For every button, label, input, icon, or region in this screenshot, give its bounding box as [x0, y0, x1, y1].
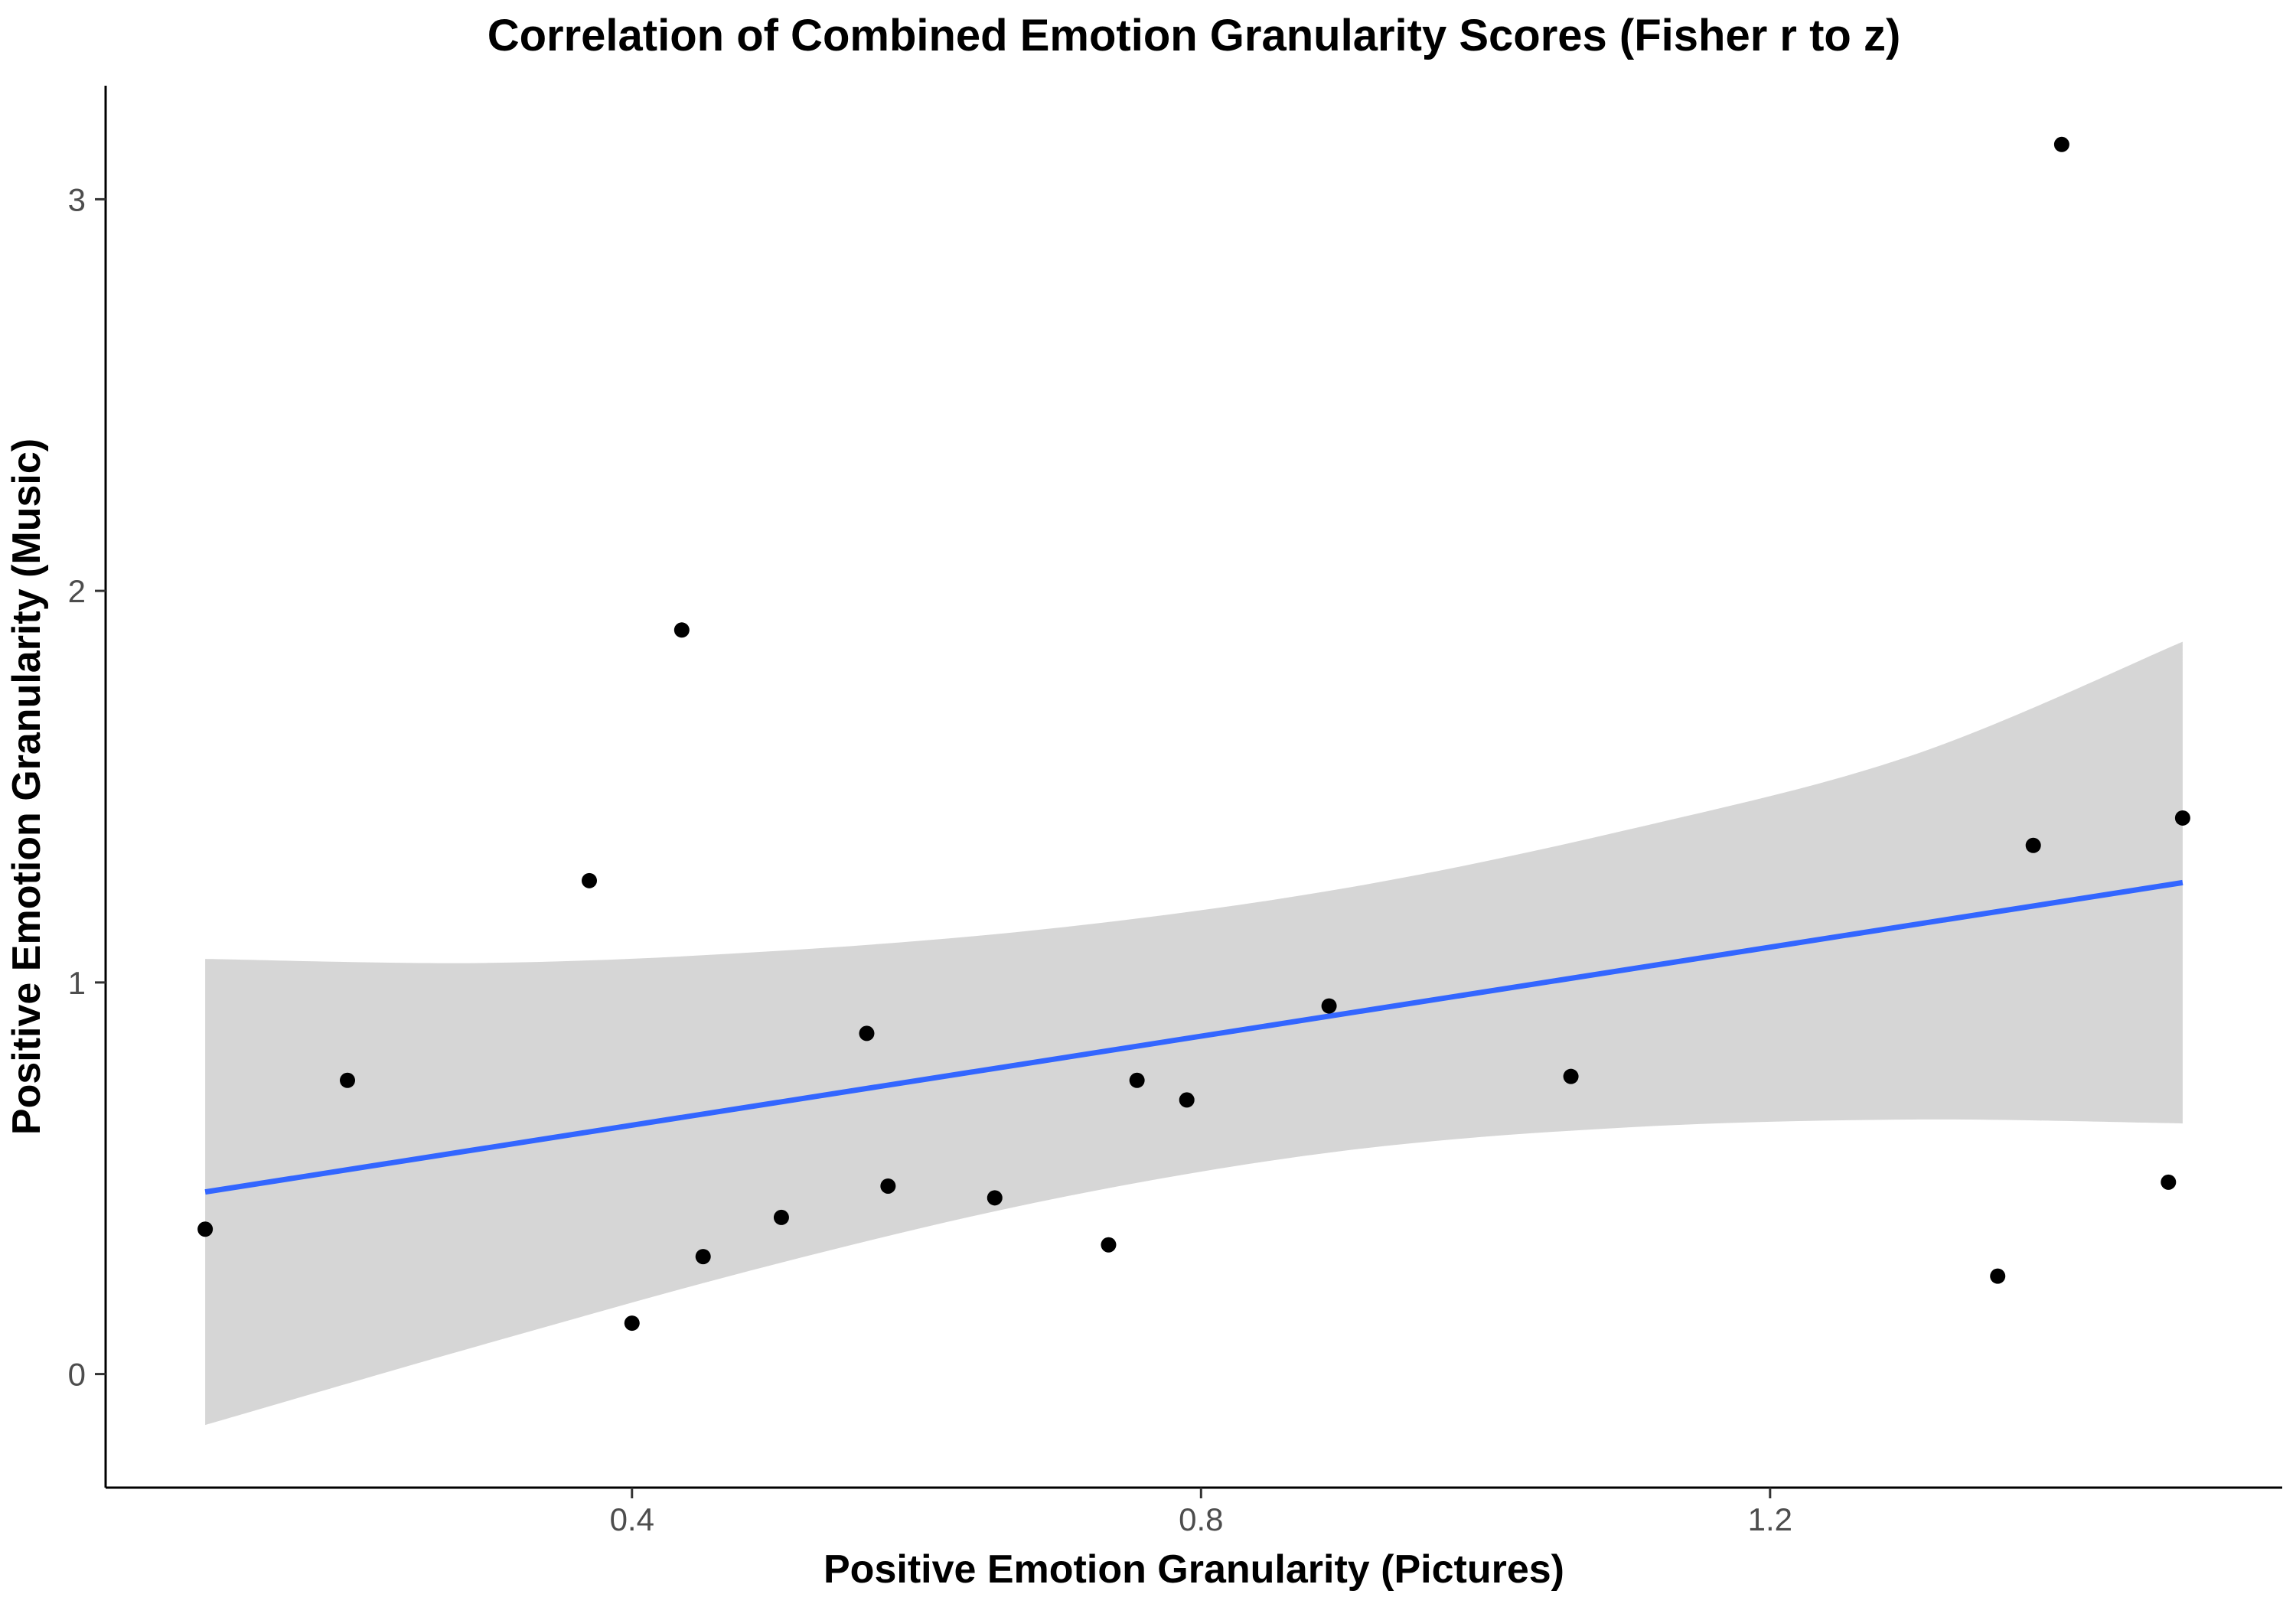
y-tick-label: 1: [68, 965, 86, 1001]
y-tick-label: 3: [68, 181, 86, 217]
chart-title: Correlation of Combined Emotion Granular…: [488, 11, 1901, 60]
data-point-12: [1129, 1072, 1145, 1088]
y-axis-label: Positive Emotion Granularity (Music): [5, 438, 49, 1135]
x-tick-label: 0.4: [610, 1501, 654, 1537]
data-point-15: [1563, 1068, 1579, 1084]
data-point-6: [695, 1249, 711, 1265]
y-tick-label: 0: [68, 1357, 86, 1393]
data-point-18: [2053, 136, 2069, 152]
data-point-14: [1321, 998, 1337, 1014]
data-point-8: [859, 1025, 875, 1041]
data-point-17: [2025, 837, 2041, 853]
confidence-band: [205, 641, 2183, 1426]
data-point-3: [582, 872, 597, 888]
confidence-band-layer: [205, 641, 2183, 1426]
data-points-layer: [197, 136, 2190, 1332]
x-tick-label: 0.8: [1179, 1501, 1223, 1537]
x-axis-label: Positive Emotion Granularity (Pictures): [823, 1547, 1564, 1592]
x-tick-label: 1.2: [1748, 1501, 1792, 1537]
data-point-4: [624, 1315, 640, 1332]
regression-line: [204, 879, 2183, 1195]
data-point-2: [340, 1072, 355, 1088]
data-point-9: [880, 1178, 896, 1194]
data-point-16: [1990, 1268, 2006, 1284]
data-point-13: [1179, 1092, 1195, 1108]
x-axis-ticks: 0.4 0.8 1.2: [610, 1488, 1792, 1537]
data-point-5: [673, 622, 690, 638]
data-point-20: [2174, 810, 2190, 826]
fit-line-layer: [204, 879, 2183, 1195]
y-tick-label: 2: [68, 573, 86, 609]
data-point-10: [987, 1190, 1003, 1206]
data-point-19: [2161, 1174, 2177, 1190]
y-axis-ticks: 0 1 2 3: [68, 181, 106, 1393]
data-point-7: [773, 1209, 789, 1225]
data-point-11: [1101, 1237, 1117, 1253]
data-point-1: [197, 1221, 214, 1237]
